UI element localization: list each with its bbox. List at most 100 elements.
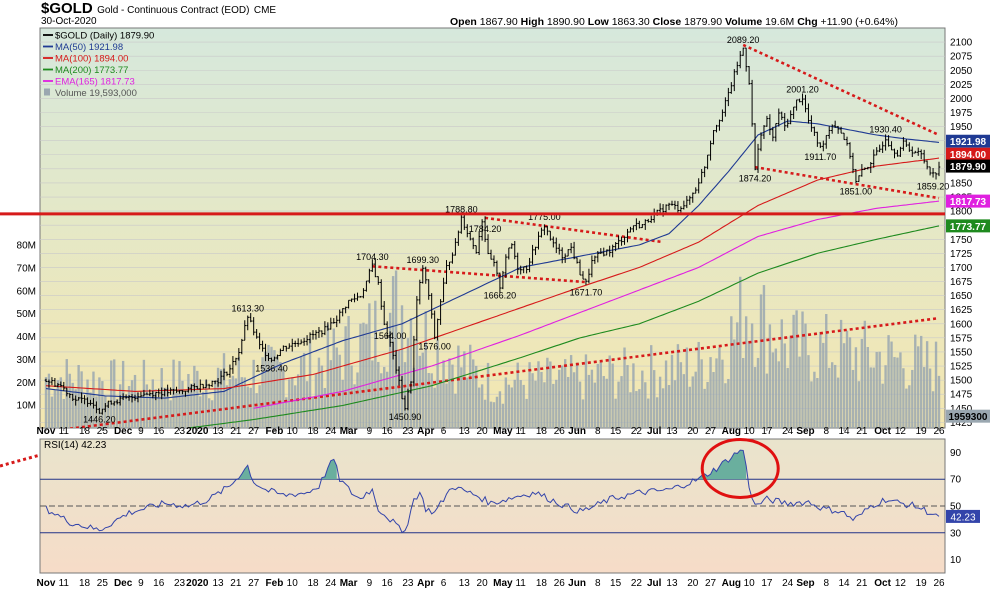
- high-value: 1890.90: [546, 16, 585, 28]
- volume-bar: [240, 377, 243, 428]
- value-tag-bg: [946, 134, 990, 148]
- date-tick-label: 16: [153, 426, 165, 437]
- date-tick-label: 10: [744, 426, 756, 437]
- date-tick-label: 18: [536, 578, 548, 589]
- date-tick-label: 19: [916, 578, 928, 589]
- date-tick-label: 17: [761, 426, 773, 437]
- volume-tick-label: 30M: [17, 355, 36, 366]
- date-tick-label: Mar: [340, 426, 358, 437]
- volume-bar: [400, 305, 404, 428]
- value-tag-bg: [946, 147, 990, 161]
- volume-bar: [896, 357, 899, 428]
- value-tag-bg: [946, 409, 990, 423]
- date-tick-label: 25: [97, 578, 109, 589]
- price-annotation: 2089.20: [727, 35, 760, 45]
- volume-bar: [136, 392, 140, 428]
- volume-bar: [599, 361, 602, 428]
- volume-bar: [371, 360, 374, 428]
- volume-bar: [178, 361, 181, 428]
- price-annotation: 1911.70: [804, 152, 836, 162]
- date-tick-label: 13: [213, 578, 225, 589]
- volume-bar: [816, 378, 819, 428]
- value-tag-bg: [946, 219, 990, 233]
- rsi-value-tag-bg: [946, 509, 980, 523]
- volume-bar: [733, 339, 736, 428]
- volume-bar: [169, 400, 172, 428]
- price-annotation: 1704.30: [356, 252, 389, 262]
- volume-bar: [294, 385, 297, 428]
- date-tick-label: 13: [213, 426, 225, 437]
- price-annotation: 1930.40: [869, 125, 902, 135]
- price-tick-label: 1450: [950, 404, 973, 415]
- volume-bar: [667, 385, 671, 428]
- volume-bar: [344, 326, 347, 428]
- volume-value: 19.6M: [765, 16, 795, 28]
- volume-bar: [145, 384, 149, 428]
- volume-bar: [697, 341, 700, 428]
- volume-bar: [810, 381, 813, 428]
- date-tick-label: Dec: [114, 426, 133, 437]
- volume-bar: [507, 384, 511, 428]
- volume-tick-label: 50M: [17, 309, 36, 320]
- volume-bar: [715, 358, 718, 428]
- date-tick-label: Oct: [874, 578, 891, 589]
- volume-bar: [750, 323, 754, 428]
- volume-bar: [664, 360, 668, 428]
- price-tick-label: 1625: [950, 305, 973, 316]
- volume-bar: [549, 361, 552, 428]
- volume-bar: [110, 360, 113, 428]
- volume-bar: [655, 397, 659, 428]
- volume-bar: [644, 382, 647, 428]
- volume-bar: [261, 357, 264, 428]
- volume-bar: [495, 396, 499, 428]
- date-tick-label: 10: [287, 426, 299, 437]
- volume-bars: [44, 270, 941, 428]
- date-tick-label: 13: [459, 426, 471, 437]
- date-tick-label: 18: [307, 578, 319, 589]
- volume-bar: [311, 396, 315, 428]
- volume-bar: [148, 394, 152, 428]
- date-tick-label: 23: [174, 578, 186, 589]
- price-tick-label: 1700: [950, 263, 973, 274]
- value-tag-label: 1817.73: [950, 197, 987, 208]
- price-tick-label: 1425: [950, 418, 973, 429]
- price-axis: 1425 1450 1475 1500 1525 1550 1575 1600 1625 1650…: [17, 38, 973, 429]
- volume-bar: [899, 352, 902, 428]
- volume-bar: [857, 381, 861, 428]
- value-tag-label: 1921.98: [950, 137, 987, 148]
- volume-tick-label: 80M: [17, 241, 36, 252]
- volume-bar: [113, 359, 116, 428]
- date-tick-label: 10: [287, 578, 299, 589]
- date-tick-label: 9: [367, 426, 373, 437]
- date-tick-label: 2020: [186, 426, 209, 437]
- date-tick-label: 21: [230, 578, 242, 589]
- price-tick-label: 1950: [950, 122, 973, 133]
- volume-bar: [199, 396, 202, 428]
- volume-bar: [611, 363, 614, 428]
- symbol: $GOLD: [41, 0, 93, 17]
- rsi-panel: 10 30 50 70 90 RSI(14) 42.23 42.23: [40, 437, 980, 566]
- volume-bar: [528, 362, 531, 428]
- contract-name: Gold - Continuous Contract (EOD): [97, 5, 250, 16]
- chg-label: Chg: [797, 16, 818, 28]
- volume-bar: [74, 389, 77, 428]
- volume-bar: [433, 387, 436, 428]
- volume-bar: [463, 351, 466, 428]
- volume-bar: [685, 347, 689, 428]
- chart-date: 30-Oct-2020: [41, 16, 97, 27]
- volume-bar: [739, 276, 742, 428]
- price-tick-label: 1975: [950, 108, 973, 119]
- volume-bar: [457, 345, 460, 428]
- volume-bar: [762, 285, 766, 428]
- date-tick-label: 11: [59, 578, 70, 589]
- volume-bar: [771, 352, 775, 428]
- volume-bar: [246, 386, 249, 428]
- volume-bar: [552, 383, 555, 428]
- date-tick-label: 6: [441, 578, 447, 589]
- dotted-trendline: [64, 316, 940, 428]
- volume-bar: [460, 367, 463, 428]
- volume-bar: [807, 355, 810, 428]
- volume-bar: [629, 392, 632, 428]
- price-bars: [44, 47, 941, 415]
